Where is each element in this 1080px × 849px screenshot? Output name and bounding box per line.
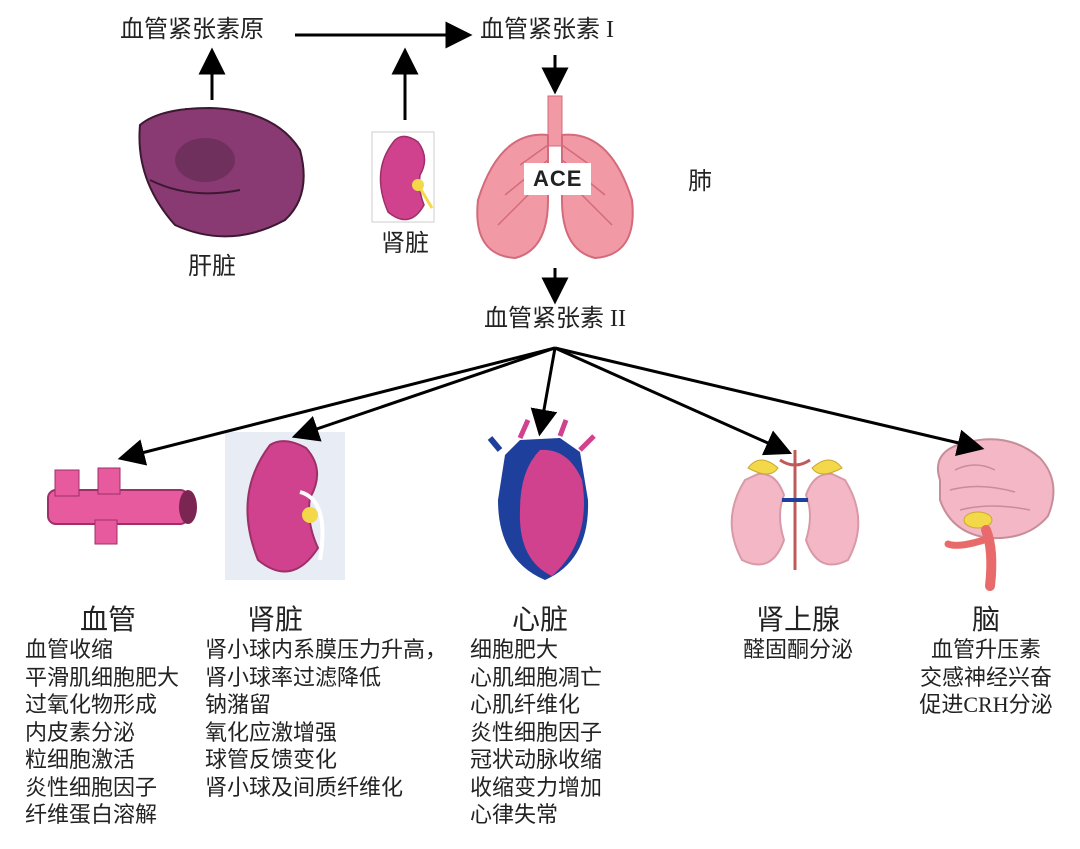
label-lung: 肺 xyxy=(688,170,712,195)
brain-icon xyxy=(938,439,1054,586)
label-liver: 肝脏 xyxy=(188,255,236,280)
header-vessel: 血管 xyxy=(80,598,136,638)
vessel-icon xyxy=(48,468,197,544)
heart-icon xyxy=(490,420,594,580)
diagram-stage: 血管紧张素原 血管紧张素 I 肝脏 肾脏 肺 ACE 血管紧张素 II 血管 肾… xyxy=(0,0,1080,849)
list-heart: 细胞肥大心肌细胞凋亡心肌纤维化炎性细胞因子冠状动脉收缩收缩变力增加心律失常 xyxy=(470,636,602,829)
kidney-bottom-icon xyxy=(225,432,345,580)
adrenal-icon xyxy=(732,450,859,570)
label-angiotensin2: 血管紧张素 II xyxy=(484,307,626,332)
header-adrenal: 肾上腺 xyxy=(756,598,840,638)
label-angiotensinogen: 血管紧张素原 xyxy=(120,18,264,43)
list-brain: 血管升压素交感神经兴奋促进CRH分泌 xyxy=(919,636,1052,719)
label-kidney-top: 肾脏 xyxy=(381,232,429,257)
liver-icon xyxy=(139,108,303,236)
list-adrenal: 醛固酮分泌 xyxy=(743,636,853,664)
header-brain: 脑 xyxy=(972,598,1000,638)
header-kidney: 肾脏 xyxy=(247,598,303,638)
header-heart: 心脏 xyxy=(512,598,568,638)
label-angiotensin1: 血管紧张素 I xyxy=(480,18,614,43)
kidney-top-icon xyxy=(372,132,434,222)
list-vessel: 血管收缩平滑肌细胞肥大过氧化物形成内皮素分泌粒细胞激活炎性细胞因子纤维蛋白溶解 xyxy=(25,636,179,829)
list-kidney: 肾小球内系膜压力升高，肾小球率过滤降低钠潴留氧化应激增强球管反馈变化肾小球及间质… xyxy=(205,636,447,801)
label-ace: ACE xyxy=(524,163,591,195)
